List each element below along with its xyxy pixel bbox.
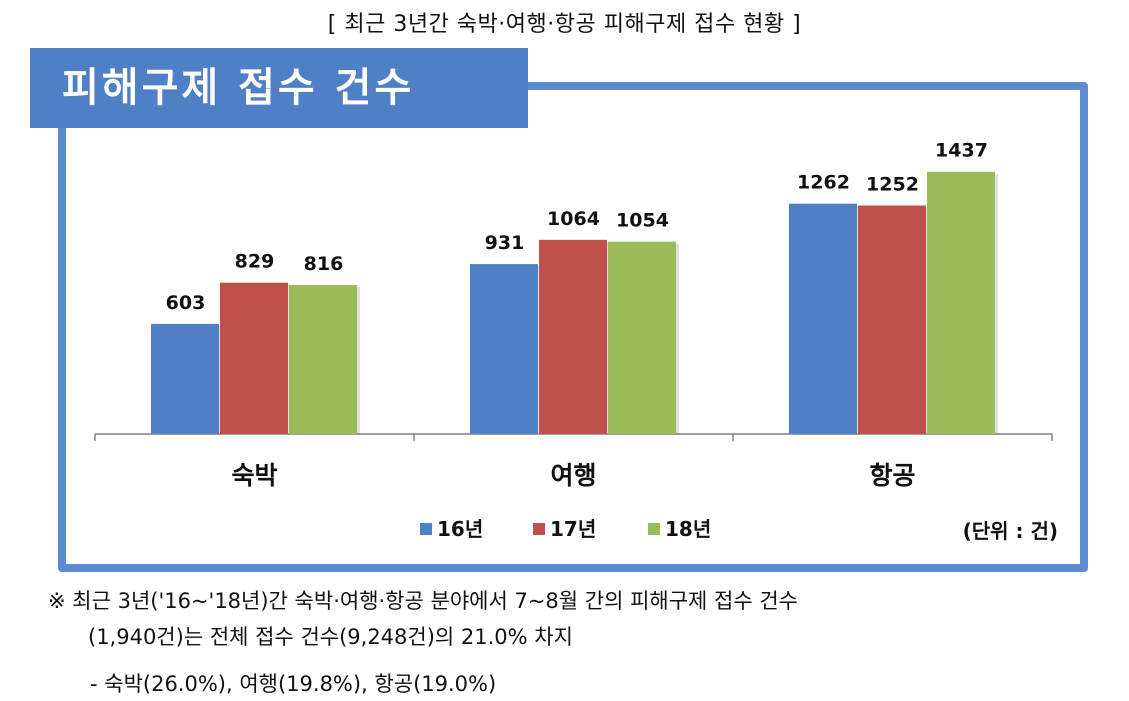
data-label: 816 [304, 253, 344, 275]
bar-1-2 [220, 282, 288, 434]
data-label: 603 [166, 292, 206, 314]
legend-label: 18년 [665, 517, 711, 541]
bar-2-3 [608, 241, 676, 434]
bar-3-2 [858, 205, 926, 434]
data-label: 931 [485, 232, 525, 254]
chart-title: 피해구제 접수 건수 [30, 48, 528, 128]
category-label: 항공 [869, 461, 915, 490]
bar-1-1 [151, 323, 219, 434]
bar-1-3 [289, 285, 357, 434]
data-label: 1262 [797, 172, 850, 194]
data-label: 1064 [547, 208, 600, 230]
category-label: 숙박 [231, 461, 277, 490]
unit-label: (단위 : 건) [963, 519, 1058, 543]
note-line-3: - 숙박(26.0%), 여행(19.8%), 항공(19.0%) [90, 672, 497, 696]
legend-swatch [533, 523, 545, 535]
legend-label: 16년 [437, 517, 483, 541]
bar-2-2 [539, 239, 607, 434]
category-label: 여행 [550, 461, 596, 490]
bar-3-3 [927, 171, 995, 434]
data-label: 1252 [866, 174, 919, 196]
bar-3-1 [789, 203, 857, 434]
legend-swatch [420, 523, 432, 535]
bar-2-1 [470, 264, 538, 434]
note-line-1: ※ 최근 3년('16~'18년)간 숙박·여행·항공 분야에서 7~8월 간의… [48, 589, 798, 613]
figure-caption: [ 최근 3년간 숙박·여행·항공 피해구제 접수 현황 ] [327, 12, 802, 37]
data-label: 1437 [935, 140, 988, 162]
data-label: 1054 [616, 210, 669, 232]
legend-label: 17년 [550, 517, 596, 541]
legend-swatch [648, 523, 660, 535]
data-label: 829 [235, 251, 275, 273]
note-line-2: (1,940건)는 전체 접수 건수(9,248건)의 21.0% 차지 [88, 625, 573, 649]
